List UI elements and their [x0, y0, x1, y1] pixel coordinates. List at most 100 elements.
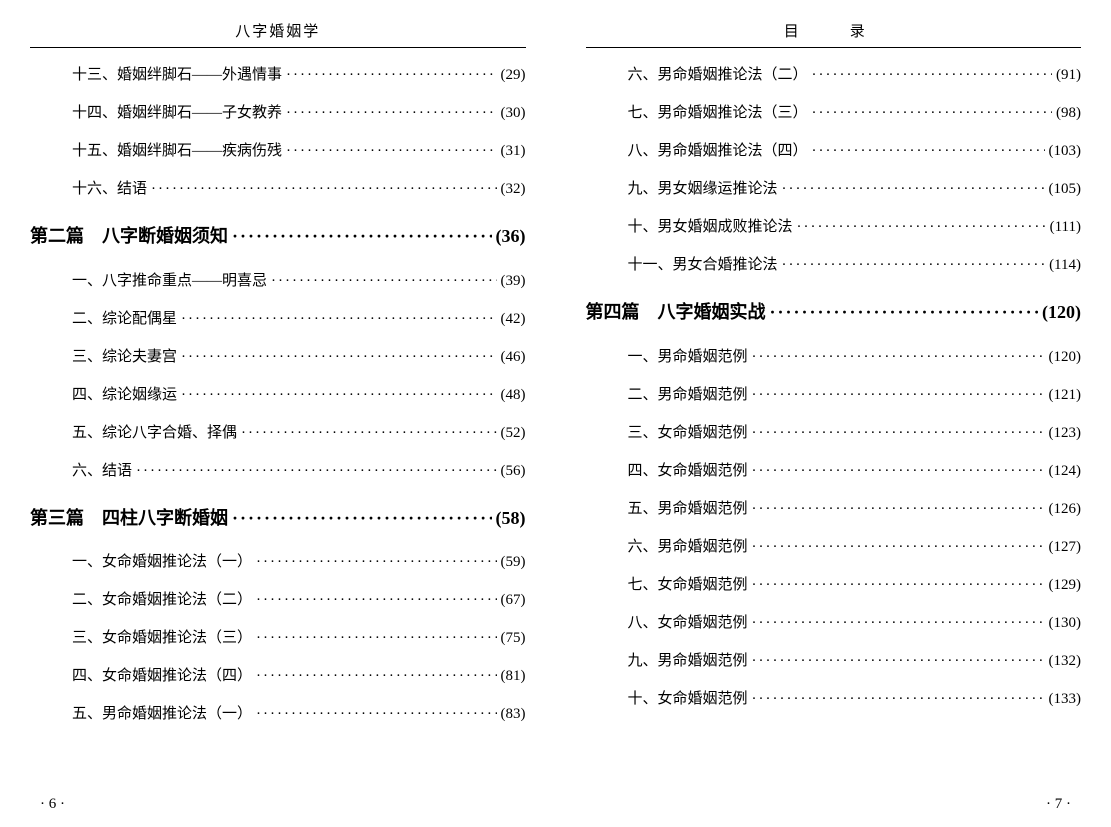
toc-label: 九、男女姻缘运推论法 [628, 180, 778, 198]
toc-leader-dots [812, 104, 1052, 122]
toc-label: 第四篇 八字婚姻实战 [586, 302, 766, 324]
toc-label: 第二篇 八字断婚姻须知 [30, 226, 228, 248]
toc-leader-dots [782, 180, 1045, 198]
toc-entry: 二、女命婚姻推论法（二）(67) [30, 591, 526, 609]
left-header: 八字婚姻学 [30, 20, 526, 48]
toc-leader-dots [151, 180, 496, 198]
toc-entry: 六、男命婚姻推论法（二）(91) [586, 66, 1082, 84]
toc-leader-dots [752, 500, 1045, 518]
toc-label: 一、八字推命重点——明喜忌 [72, 272, 267, 290]
toc-page-ref: (30) [501, 104, 526, 122]
toc-leader-dots [752, 424, 1045, 442]
toc-leader-dots [752, 652, 1045, 670]
toc-page-ref: (91) [1056, 66, 1081, 84]
toc-entry: 五、男命婚姻推论法（一） (83) [30, 705, 526, 723]
toc-entry: 三、女命婚姻推论法（三）(75) [30, 629, 526, 647]
right-page-number: · 7 · [1046, 796, 1071, 813]
toc-leader-dots [271, 272, 496, 290]
toc-page-ref: (39) [501, 272, 526, 290]
toc-entry: 一、男命婚姻范例 (120) [586, 348, 1082, 366]
toc-leader-dots [752, 386, 1045, 404]
toc-entry: 七、女命婚姻范例(129) [586, 576, 1082, 594]
toc-entry: 八、女命婚姻范例(130) [586, 614, 1082, 632]
toc-entry: 十四、婚姻绊脚石——子女教养(30) [30, 104, 526, 122]
toc-entry: 五、综论八字合婚、择偶 (52) [30, 424, 526, 442]
toc-page-ref: (133) [1049, 690, 1082, 708]
toc-label: 三、综论夫妻宫 [72, 348, 177, 366]
toc-label: 十一、男女合婚推论法 [628, 256, 778, 274]
toc-label: 六、结语 [72, 462, 132, 480]
toc-leader-dots [286, 104, 496, 122]
toc-leader-dots [256, 629, 496, 647]
toc-page-ref: (83) [501, 705, 526, 723]
toc-page-ref: (105) [1049, 180, 1082, 198]
toc-label: 一、男命婚姻范例 [628, 348, 748, 366]
toc-page-ref: (98) [1056, 104, 1081, 122]
toc-label: 六、男命婚姻范例 [628, 538, 748, 556]
toc-entry: 三、女命婚姻范例(123) [586, 424, 1082, 442]
toc-leader-dots [286, 142, 496, 160]
left-page-number: · 6 · [40, 796, 65, 813]
toc-page-ref: (42) [501, 310, 526, 328]
toc-label: 四、综论姻缘运 [72, 386, 177, 404]
toc-leader-dots [181, 348, 496, 366]
toc-page-ref: (132) [1049, 652, 1082, 670]
toc-entry: 十一、男女合婚推论法(114) [586, 256, 1082, 274]
toc-label: 十六、结语 [72, 180, 147, 198]
left-toc: 十三、婚姻绊脚石——外遇情事(29) 十四、婚姻绊脚石——子女教养(30) 十五、婚… [30, 66, 526, 723]
toc-entry: 十五、婚姻绊脚石——疾病伤残(31) [30, 142, 526, 160]
toc-page-ref: (120) [1049, 348, 1082, 366]
toc-label: 七、女命婚姻范例 [628, 576, 748, 594]
toc-leader-dots [752, 538, 1045, 556]
toc-label: 二、男命婚姻范例 [628, 386, 748, 404]
toc-entry: 三、综论夫妻宫 (46) [30, 348, 526, 366]
toc-leader-dots [770, 302, 1039, 324]
toc-page-ref: (111) [1050, 218, 1081, 236]
toc-label: 八、男命婚姻推论法（四） [628, 142, 808, 160]
toc-entry: 八、男命婚姻推论法（四）(103) [586, 142, 1082, 160]
toc-leader-dots [797, 218, 1046, 236]
toc-leader-dots [812, 66, 1052, 84]
toc-entry: 五、男命婚姻范例(126) [586, 500, 1082, 518]
toc-chapter: 第三篇 四柱八字断婚姻(58) [30, 508, 526, 530]
toc-page-ref: (81) [501, 667, 526, 685]
toc-chapter: 第二篇 八字断婚姻须知(36) [30, 226, 526, 248]
toc-page-ref: (124) [1049, 462, 1082, 480]
toc-entry: 六、结语(56) [30, 462, 526, 480]
toc-leader-dots [782, 256, 1046, 274]
toc-page-ref: (58) [496, 508, 526, 530]
toc-leader-dots [812, 142, 1045, 160]
toc-leader-dots [752, 614, 1045, 632]
toc-entry: 四、女命婚姻推论法（四）(81) [30, 667, 526, 685]
toc-entry: 一、女命婚姻推论法（一）(59) [30, 553, 526, 571]
toc-page-ref: (127) [1049, 538, 1082, 556]
toc-leader-dots [232, 508, 492, 530]
toc-entry: 十、女命婚姻范例(133) [586, 690, 1082, 708]
toc-leader-dots [256, 667, 496, 685]
toc-page-ref: (120) [1042, 302, 1081, 324]
toc-page-ref: (31) [501, 142, 526, 160]
toc-label: 九、男命婚姻范例 [628, 652, 748, 670]
toc-leader-dots [752, 576, 1045, 594]
toc-page-ref: (123) [1049, 424, 1082, 442]
toc-label: 二、综论配偶星 [72, 310, 177, 328]
toc-label: 三、女命婚姻推论法（三） [72, 629, 252, 647]
toc-page-ref: (52) [501, 424, 526, 442]
toc-entry: 四、女命婚姻范例(124) [586, 462, 1082, 480]
toc-label: 五、男命婚姻范例 [628, 500, 748, 518]
toc-label: 一、女命婚姻推论法（一） [72, 553, 252, 571]
toc-page-ref: (46) [501, 348, 526, 366]
toc-entry: 十三、婚姻绊脚石——外遇情事(29) [30, 66, 526, 84]
toc-leader-dots [181, 310, 496, 328]
toc-leader-dots [181, 386, 496, 404]
toc-entry: 九、男命婚姻范例 (132) [586, 652, 1082, 670]
toc-label: 五、男命婚姻推论法（一） [72, 705, 252, 723]
toc-entry: 一、八字推命重点——明喜忌 (39) [30, 272, 526, 290]
right-header: 目 录 [586, 20, 1082, 48]
toc-label: 五、综论八字合婚、择偶 [72, 424, 237, 442]
toc-entry: 九、男女姻缘运推论法 (105) [586, 180, 1082, 198]
right-page: 目 录 六、男命婚姻推论法（二）(91)七、男命婚姻推论法（三）(98)八、男命… [556, 0, 1111, 827]
toc-leader-dots [256, 553, 496, 571]
toc-chapter: 第四篇 八字婚姻实战 (120) [586, 302, 1082, 324]
toc-entry: 六、男命婚姻范例 (127) [586, 538, 1082, 556]
